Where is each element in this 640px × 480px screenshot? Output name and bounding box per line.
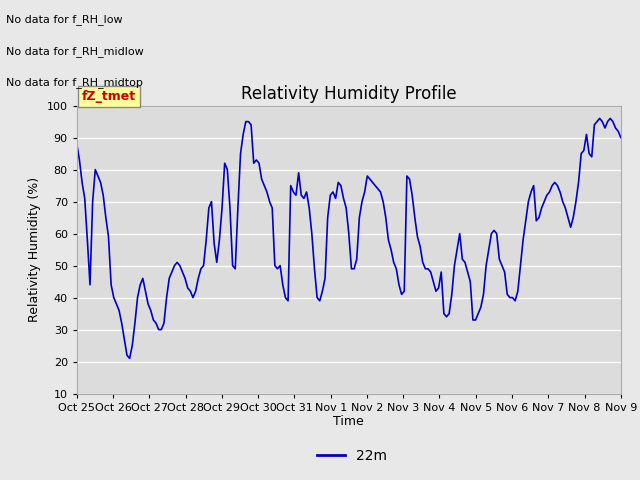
Title: Relativity Humidity Profile: Relativity Humidity Profile [241, 84, 456, 103]
Text: No data for f_RH_midlow: No data for f_RH_midlow [6, 46, 144, 57]
Legend: 22m: 22m [312, 443, 392, 468]
Y-axis label: Relativity Humidity (%): Relativity Humidity (%) [28, 177, 41, 322]
X-axis label: Time: Time [333, 415, 364, 429]
Text: No data for f_RH_midtop: No data for f_RH_midtop [6, 77, 143, 88]
Text: fZ_tmet: fZ_tmet [82, 90, 136, 103]
Text: No data for f_RH_low: No data for f_RH_low [6, 14, 123, 25]
